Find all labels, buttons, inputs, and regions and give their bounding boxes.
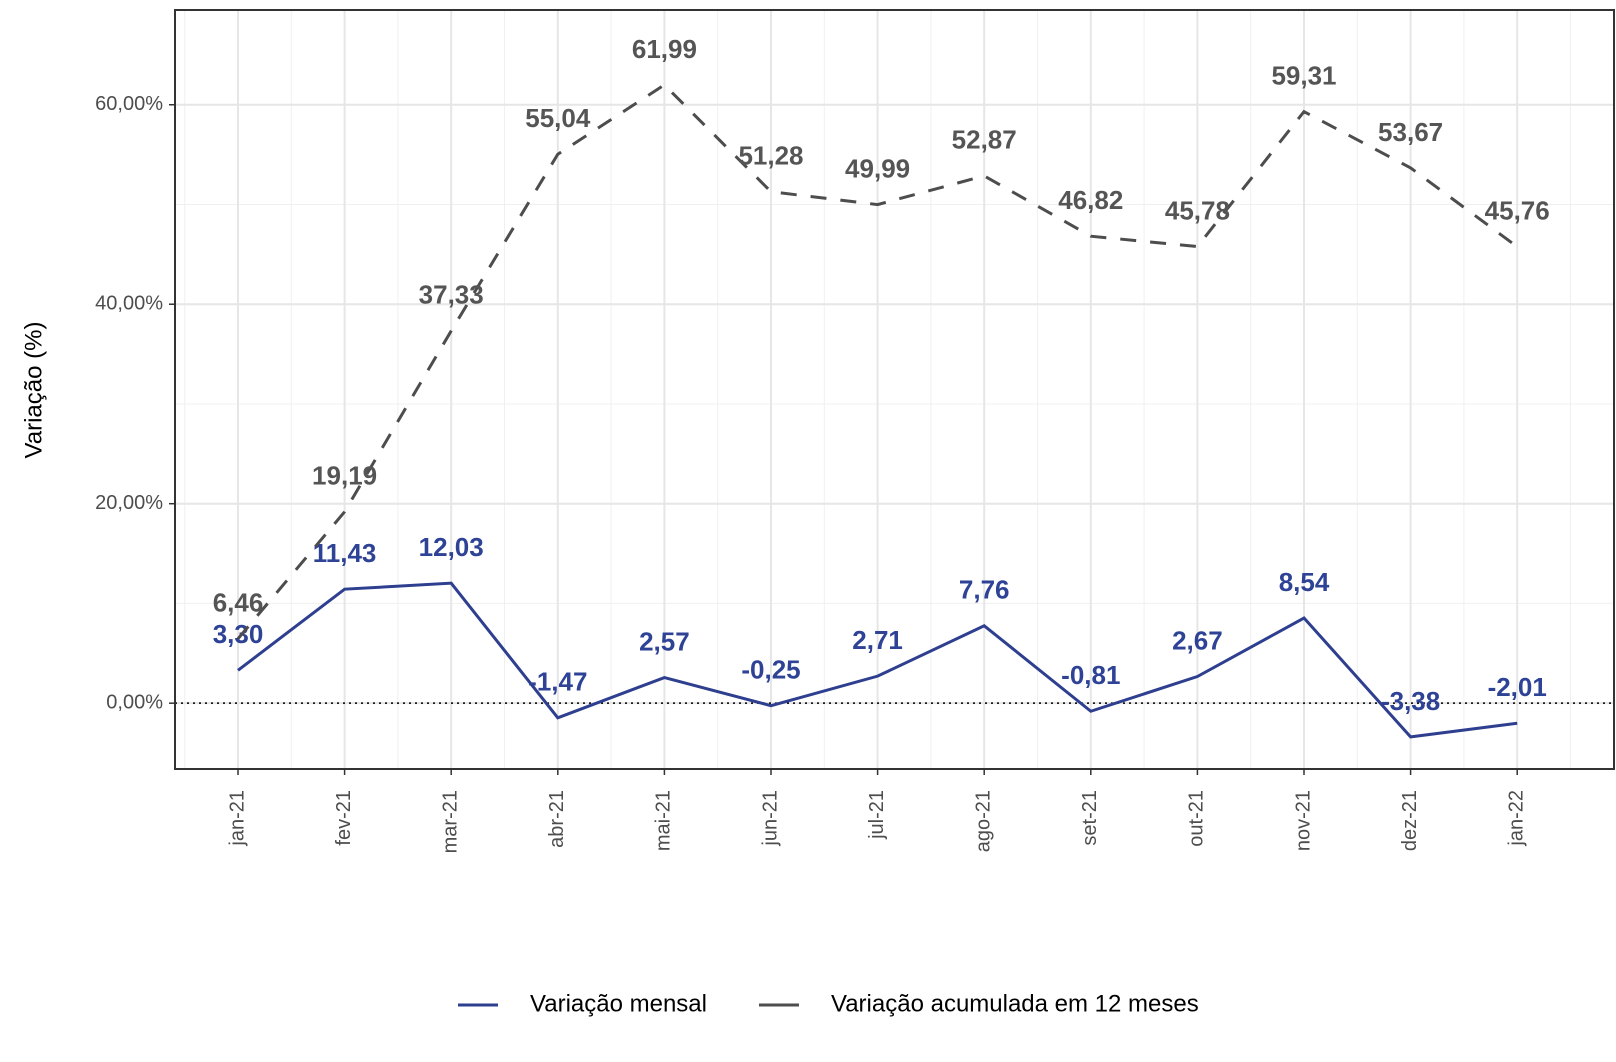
x-tick-label: mai-21 [653, 790, 675, 851]
x-tick-label: fev-21 [333, 790, 355, 846]
x-tick-label: ago-21 [972, 790, 994, 852]
data-label: 49,99 [845, 153, 910, 183]
data-label: 59,31 [1271, 61, 1336, 91]
y-tick-label: 40,00% [95, 293, 163, 315]
data-label: 3,30 [213, 619, 264, 649]
x-tick-label: nov-21 [1292, 790, 1314, 851]
data-label: 53,67 [1378, 117, 1443, 147]
data-label: 7,76 [959, 575, 1010, 605]
data-label: 52,87 [952, 125, 1017, 155]
data-label: 45,78 [1165, 195, 1230, 225]
data-label: 2,71 [852, 625, 903, 655]
y-tick-label: 0,00% [106, 691, 163, 713]
series-line [236, 82, 1519, 640]
data-label: 2,67 [1172, 625, 1223, 655]
plot-border [174, 9, 1615, 770]
data-label: -0,81 [1061, 660, 1120, 690]
data-label: 45,76 [1485, 196, 1550, 226]
data-label: 51,28 [738, 141, 803, 171]
data-label: 12,03 [419, 532, 484, 562]
data-label: 61,99 [632, 34, 697, 64]
data-label: 2,57 [639, 626, 690, 656]
data-label: -1,47 [528, 667, 587, 697]
legend-label: Variação acumulada em 12 meses [831, 990, 1199, 1017]
x-tick-label: jan-21 [226, 790, 248, 847]
data-label: 37,33 [419, 280, 484, 310]
y-tick-label: 60,00% [95, 93, 163, 115]
data-label: 11,43 [313, 538, 377, 568]
x-tick-label: dez-21 [1399, 790, 1421, 851]
x-tick-label: set-21 [1079, 790, 1101, 846]
data-label: 8,54 [1279, 567, 1330, 597]
x-tick-label: mar-21 [439, 790, 461, 853]
x-tick-label: abr-21 [546, 790, 568, 848]
data-label: 6,46 [213, 588, 264, 618]
x-tick-label: jan-22 [1505, 790, 1527, 847]
x-tick-label: jun-21 [759, 790, 781, 847]
legend-label: Variação mensal [530, 990, 707, 1017]
data-label: 46,82 [1058, 185, 1123, 215]
data-label: 55,04 [525, 103, 591, 133]
y-axis-title: Variação (%) [20, 322, 47, 459]
data-label: -3,38 [1381, 686, 1440, 716]
data-label: 19,19 [312, 461, 377, 491]
x-tick-label: out-21 [1186, 790, 1208, 847]
data-label: -0,25 [741, 655, 800, 685]
y-tick-label: 20,00% [95, 492, 163, 514]
data-label: -2,01 [1488, 672, 1547, 702]
x-tick-label: jul-21 [866, 790, 888, 840]
series-line [237, 581, 1518, 739]
